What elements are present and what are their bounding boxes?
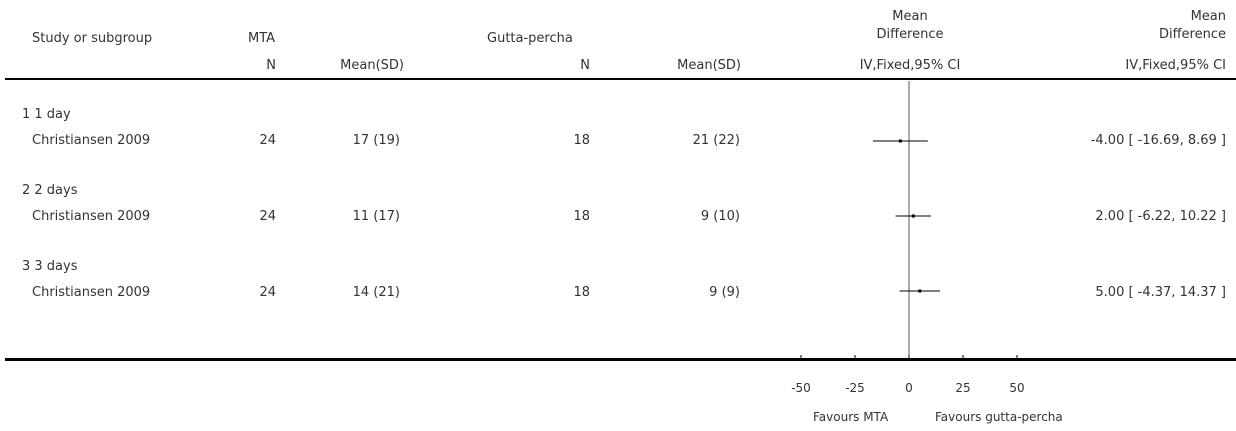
md-plot-title-line1: Mean bbox=[892, 9, 928, 24]
group2-header: Gutta-percha bbox=[487, 31, 573, 46]
md-text-title-line2: Difference bbox=[1158, 27, 1226, 42]
header-rule bbox=[5, 78, 1236, 80]
md-text-title-line1: Mean bbox=[1190, 9, 1226, 24]
point-estimate bbox=[911, 214, 915, 218]
n1-value: 24 bbox=[259, 285, 276, 300]
n2-value: 18 bbox=[573, 285, 590, 300]
favours-right-label: Favours gutta-percha bbox=[935, 410, 1063, 424]
study-name: Christiansen 2009 bbox=[32, 285, 151, 300]
bottom-rule bbox=[5, 358, 1236, 361]
mean2-value: 9 (10) bbox=[700, 209, 740, 224]
n1-value: 24 bbox=[259, 133, 276, 148]
tick-label: 0 bbox=[905, 381, 913, 395]
study-name: Christiansen 2009 bbox=[32, 133, 151, 148]
group1-header: MTA bbox=[248, 31, 276, 46]
ci-text: -4.00 [ -16.69, 8.69 ] bbox=[1090, 133, 1226, 148]
point-estimate bbox=[898, 139, 902, 143]
mean2-value: 9 (9) bbox=[709, 285, 740, 300]
n1-value: 24 bbox=[259, 209, 276, 224]
tick-label: 50 bbox=[1009, 381, 1024, 395]
n1-header: N bbox=[266, 58, 276, 73]
method-plot-header: IV,Fixed,95% CI bbox=[859, 58, 961, 73]
mean1-value: 11 (17) bbox=[352, 209, 400, 224]
ci-text: 2.00 [ -6.22, 10.22 ] bbox=[1095, 209, 1226, 224]
mean1-value: 17 (19) bbox=[352, 133, 400, 148]
n2-value: 18 bbox=[573, 133, 590, 148]
favours-left-label: Favours MTA bbox=[813, 410, 889, 424]
mean1-header: Mean(SD) bbox=[340, 58, 404, 73]
subgroup-label: 2 2 days bbox=[22, 183, 78, 198]
point-estimate bbox=[918, 289, 922, 293]
subgroup-label: 3 3 days bbox=[22, 259, 78, 274]
n2-value: 18 bbox=[573, 209, 590, 224]
n2-header: N bbox=[580, 58, 590, 73]
study-column-header: Study or subgroup bbox=[32, 31, 153, 46]
subgroup-label: 1 1 day bbox=[22, 107, 71, 122]
tick-label: 25 bbox=[955, 381, 970, 395]
tick-label: -50 bbox=[791, 381, 811, 395]
mean2-header: Mean(SD) bbox=[677, 58, 741, 73]
mean1-value: 14 (21) bbox=[352, 285, 400, 300]
mean2-value: 21 (22) bbox=[692, 133, 740, 148]
md-plot-title-line2: Difference bbox=[876, 27, 944, 42]
tick-label: -25 bbox=[845, 381, 865, 395]
method-text-header: IV,Fixed,95% CI bbox=[1125, 58, 1226, 73]
ci-text: 5.00 [ -4.37, 14.37 ] bbox=[1095, 285, 1226, 300]
study-name: Christiansen 2009 bbox=[32, 209, 151, 224]
